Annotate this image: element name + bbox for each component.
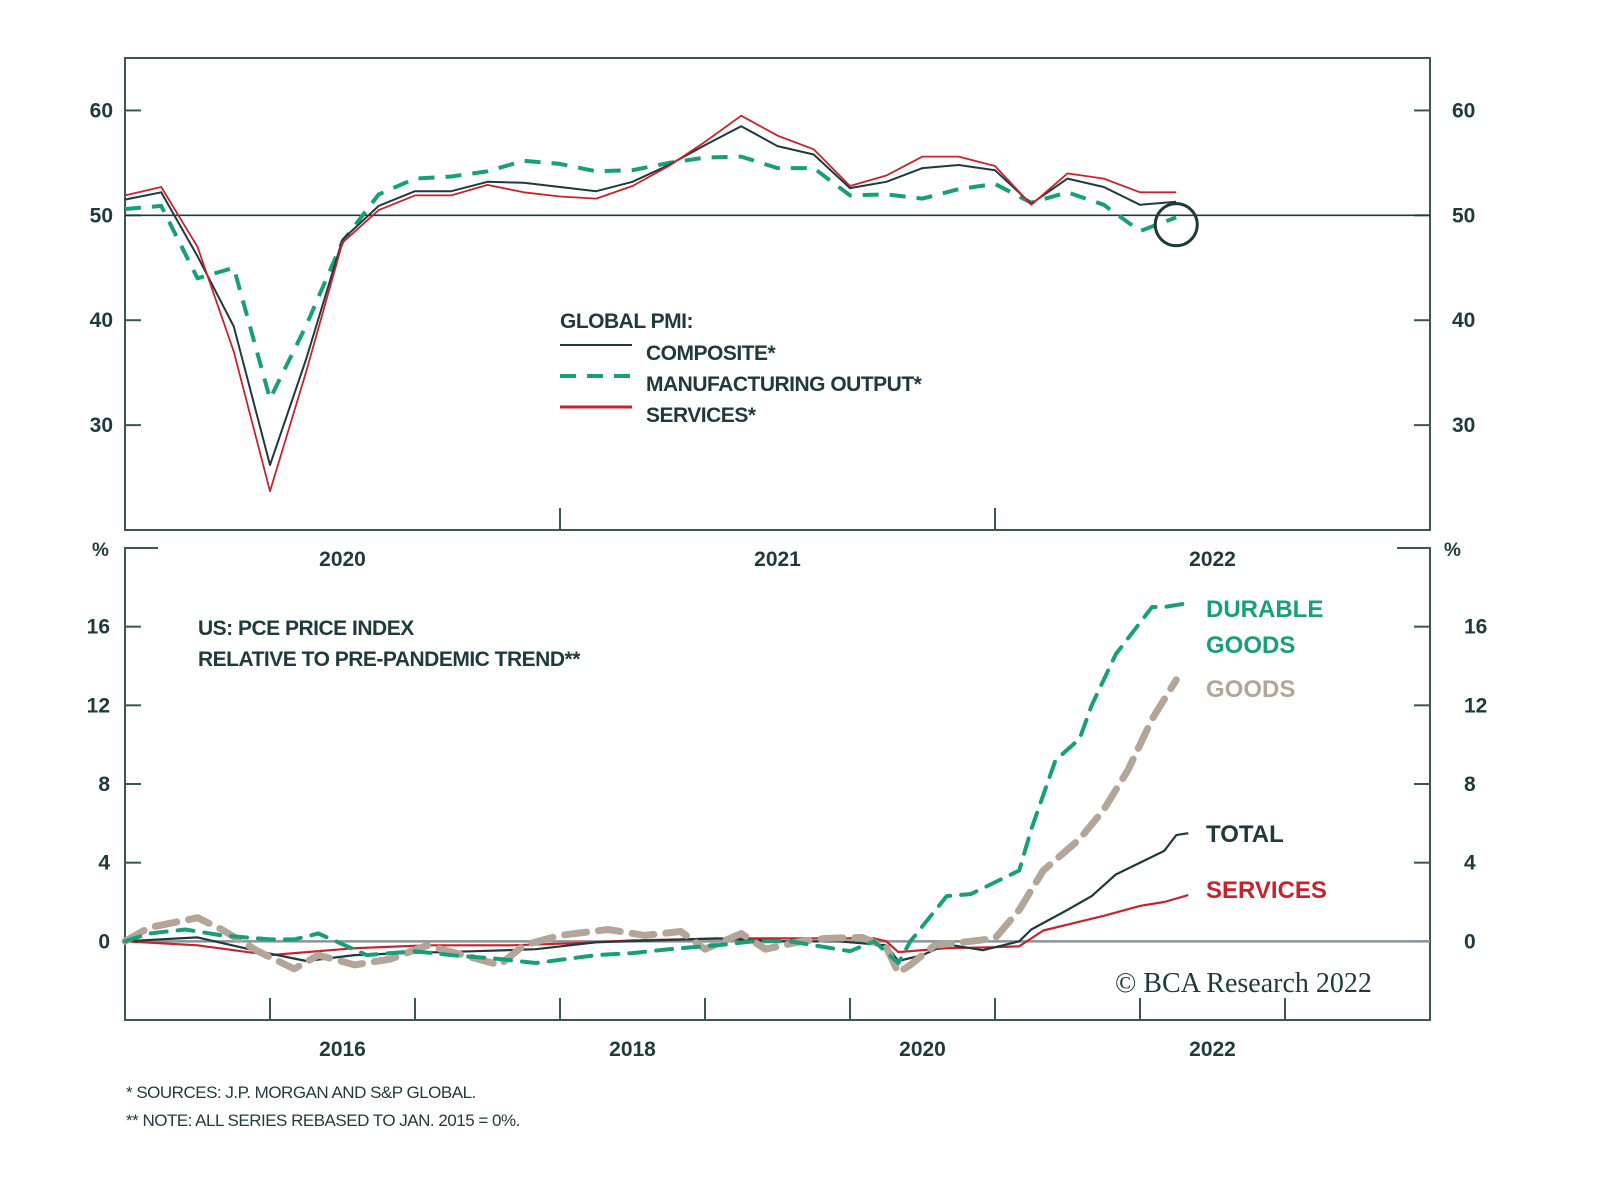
y-tick-label-right: 60 xyxy=(1452,99,1475,122)
y-unit-left: % xyxy=(92,540,109,561)
series-line-services xyxy=(124,894,1189,957)
y-tick-label-left: 40 xyxy=(90,309,113,332)
y-tick-label-left: 12 xyxy=(87,694,110,717)
series-line-durable-goods xyxy=(123,601,1191,965)
footnote-sources: * SOURCES: J.P. MORGAN AND S&P GLOBAL. xyxy=(126,1083,476,1102)
footnote-rebase: ** NOTE: ALL SERIES REBASED TO JAN. 2015… xyxy=(126,1111,520,1130)
x-tick-label-top: 2022 xyxy=(1189,548,1236,571)
y-tick-label-right: 30 xyxy=(1452,414,1475,437)
series-label-services: SERVICES xyxy=(1206,877,1327,904)
x-tick-label-top: 2021 xyxy=(754,548,801,571)
y-tick-label-left: 4 xyxy=(98,852,110,875)
x-tick-label-bottom: 2022 xyxy=(1189,1038,1236,1061)
y-tick-label-left: 8 xyxy=(98,773,110,796)
y-tick-label-left: 60 xyxy=(90,99,113,122)
series-label-goods: GOODS xyxy=(1206,676,1295,703)
x-tick-label-bottom: 2020 xyxy=(899,1038,946,1061)
x-tick-label-top: 2020 xyxy=(319,548,366,571)
chart-title: US: PCE PRICE INDEX xyxy=(198,617,414,640)
series-label-durable-goods: DURABLE xyxy=(1206,596,1323,623)
series-label-total: TOTAL xyxy=(1206,821,1284,848)
y-unit-right: % xyxy=(1444,540,1461,561)
series-line-composite xyxy=(124,125,1177,466)
y-tick-label-left: 0 xyxy=(98,930,110,953)
legend-label: COMPOSITE* xyxy=(646,342,777,365)
x-tick-label-bottom: 2018 xyxy=(609,1038,656,1061)
y-tick-label-right: 8 xyxy=(1464,773,1476,796)
y-tick-label-right: 12 xyxy=(1464,694,1487,717)
y-tick-label-right: 0 xyxy=(1464,930,1476,953)
y-tick-label-right: 4 xyxy=(1464,852,1476,875)
y-tick-label-right: 16 xyxy=(1464,616,1487,639)
y-tick-label-left: 16 xyxy=(87,616,110,639)
bottom-panel-frame xyxy=(124,547,1431,1021)
y-tick-label-left: 30 xyxy=(90,414,113,437)
x-tick-label-bottom: 2016 xyxy=(319,1038,366,1061)
top-panel-frame xyxy=(124,57,1431,531)
legend-title: GLOBAL PMI: xyxy=(560,310,693,333)
series-line-goods xyxy=(121,676,1180,977)
bca-research-logo: © BCA Research 2022 xyxy=(1115,968,1372,999)
y-tick-label-right: 50 xyxy=(1452,204,1475,227)
y-tick-label-left: 50 xyxy=(90,204,113,227)
legend-label: MANUFACTURING OUTPUT* xyxy=(646,373,923,396)
legend-label: SERVICES* xyxy=(646,404,757,427)
highlight-circle xyxy=(1153,202,1199,248)
chart-subtitle: RELATIVE TO PRE-PANDEMIC TREND** xyxy=(198,648,581,671)
series-line-services xyxy=(124,114,1177,493)
y-tick-label-right: 40 xyxy=(1452,309,1475,332)
series-label-durable-goods: GOODS xyxy=(1206,632,1295,659)
series-line-manufacturing-output xyxy=(124,154,1177,401)
